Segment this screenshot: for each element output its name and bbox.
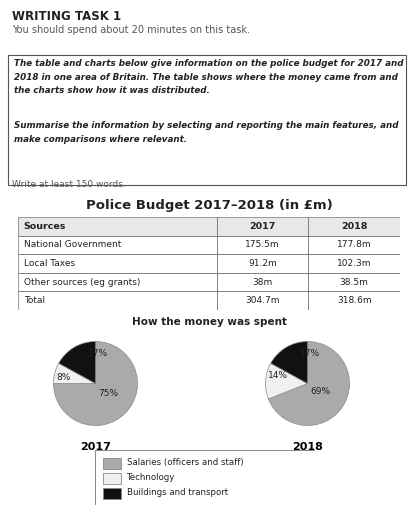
Text: 177.8m: 177.8m [337,241,372,249]
Bar [308,254,400,273]
Bar [18,254,217,273]
Text: 38.5m: 38.5m [340,278,369,287]
Text: Sources: Sources [24,222,66,231]
Text: The table and charts below give information on the police budget for 2017 and: The table and charts below give informat… [14,59,403,68]
Text: Write at least 150 words.: Write at least 150 words. [12,180,126,189]
Text: Total: Total [24,296,45,305]
Text: 17%: 17% [87,349,108,358]
Text: Salaries (officers and staff): Salaries (officers and staff) [127,458,244,467]
Text: Buildings and transport: Buildings and transport [127,488,228,497]
Text: 2018: 2018 [341,222,367,231]
Text: Other sources (eg grants): Other sources (eg grants) [24,278,140,287]
Text: 2017: 2017 [249,222,275,231]
Text: Local Taxes: Local Taxes [24,259,75,268]
Text: 175.5m: 175.5m [245,241,280,249]
Bar [18,273,217,291]
Text: Technology: Technology [127,473,176,482]
Text: 8%: 8% [57,373,71,382]
Text: 318.6m: 318.6m [337,296,372,305]
Bar [217,236,308,254]
Text: 102.3m: 102.3m [337,259,372,268]
Text: 17%: 17% [300,349,320,358]
Wedge shape [271,342,308,383]
Bar [217,291,308,310]
Wedge shape [265,364,308,399]
Text: National Government: National Government [24,241,121,249]
Text: the charts show how it was distributed.: the charts show how it was distributed. [14,86,210,95]
Text: You should spend about 20 minutes on this task.: You should spend about 20 minutes on thi… [12,25,250,35]
Bar [308,291,400,310]
Text: WRITING TASK 1: WRITING TASK 1 [12,10,121,23]
Text: 2018: 2018 [292,442,323,452]
Wedge shape [268,342,349,425]
Text: 75%: 75% [98,390,118,398]
Text: How the money was spent: How the money was spent [132,317,286,327]
Bar [18,217,400,236]
Bar [103,473,121,483]
Bar [308,217,400,236]
Bar [217,273,308,291]
Text: Police Budget 2017–2018 (in £m): Police Budget 2017–2018 (in £m) [86,200,332,212]
Wedge shape [54,342,138,425]
Bar [217,217,308,236]
Text: make comparisons where relevant.: make comparisons where relevant. [14,135,187,143]
Bar [308,236,400,254]
Text: 304.7m: 304.7m [245,296,280,305]
Bar [103,487,121,499]
Text: 14%: 14% [268,371,288,380]
Text: 91.2m: 91.2m [248,259,277,268]
Text: 2018 in one area of Britain. The table shows where the money came from and: 2018 in one area of Britain. The table s… [14,73,398,81]
Bar [217,254,308,273]
Bar [308,273,400,291]
Text: 69%: 69% [310,388,330,396]
Wedge shape [54,364,95,383]
Text: 2017: 2017 [80,442,111,452]
Bar [18,291,217,310]
Bar [18,236,217,254]
Text: Summarise the information by selecting and reporting the main features, and: Summarise the information by selecting a… [14,121,398,130]
Bar [18,217,217,236]
Wedge shape [59,342,95,383]
Bar [103,458,121,468]
Text: 38m: 38m [252,278,273,287]
Bar [8,55,406,185]
